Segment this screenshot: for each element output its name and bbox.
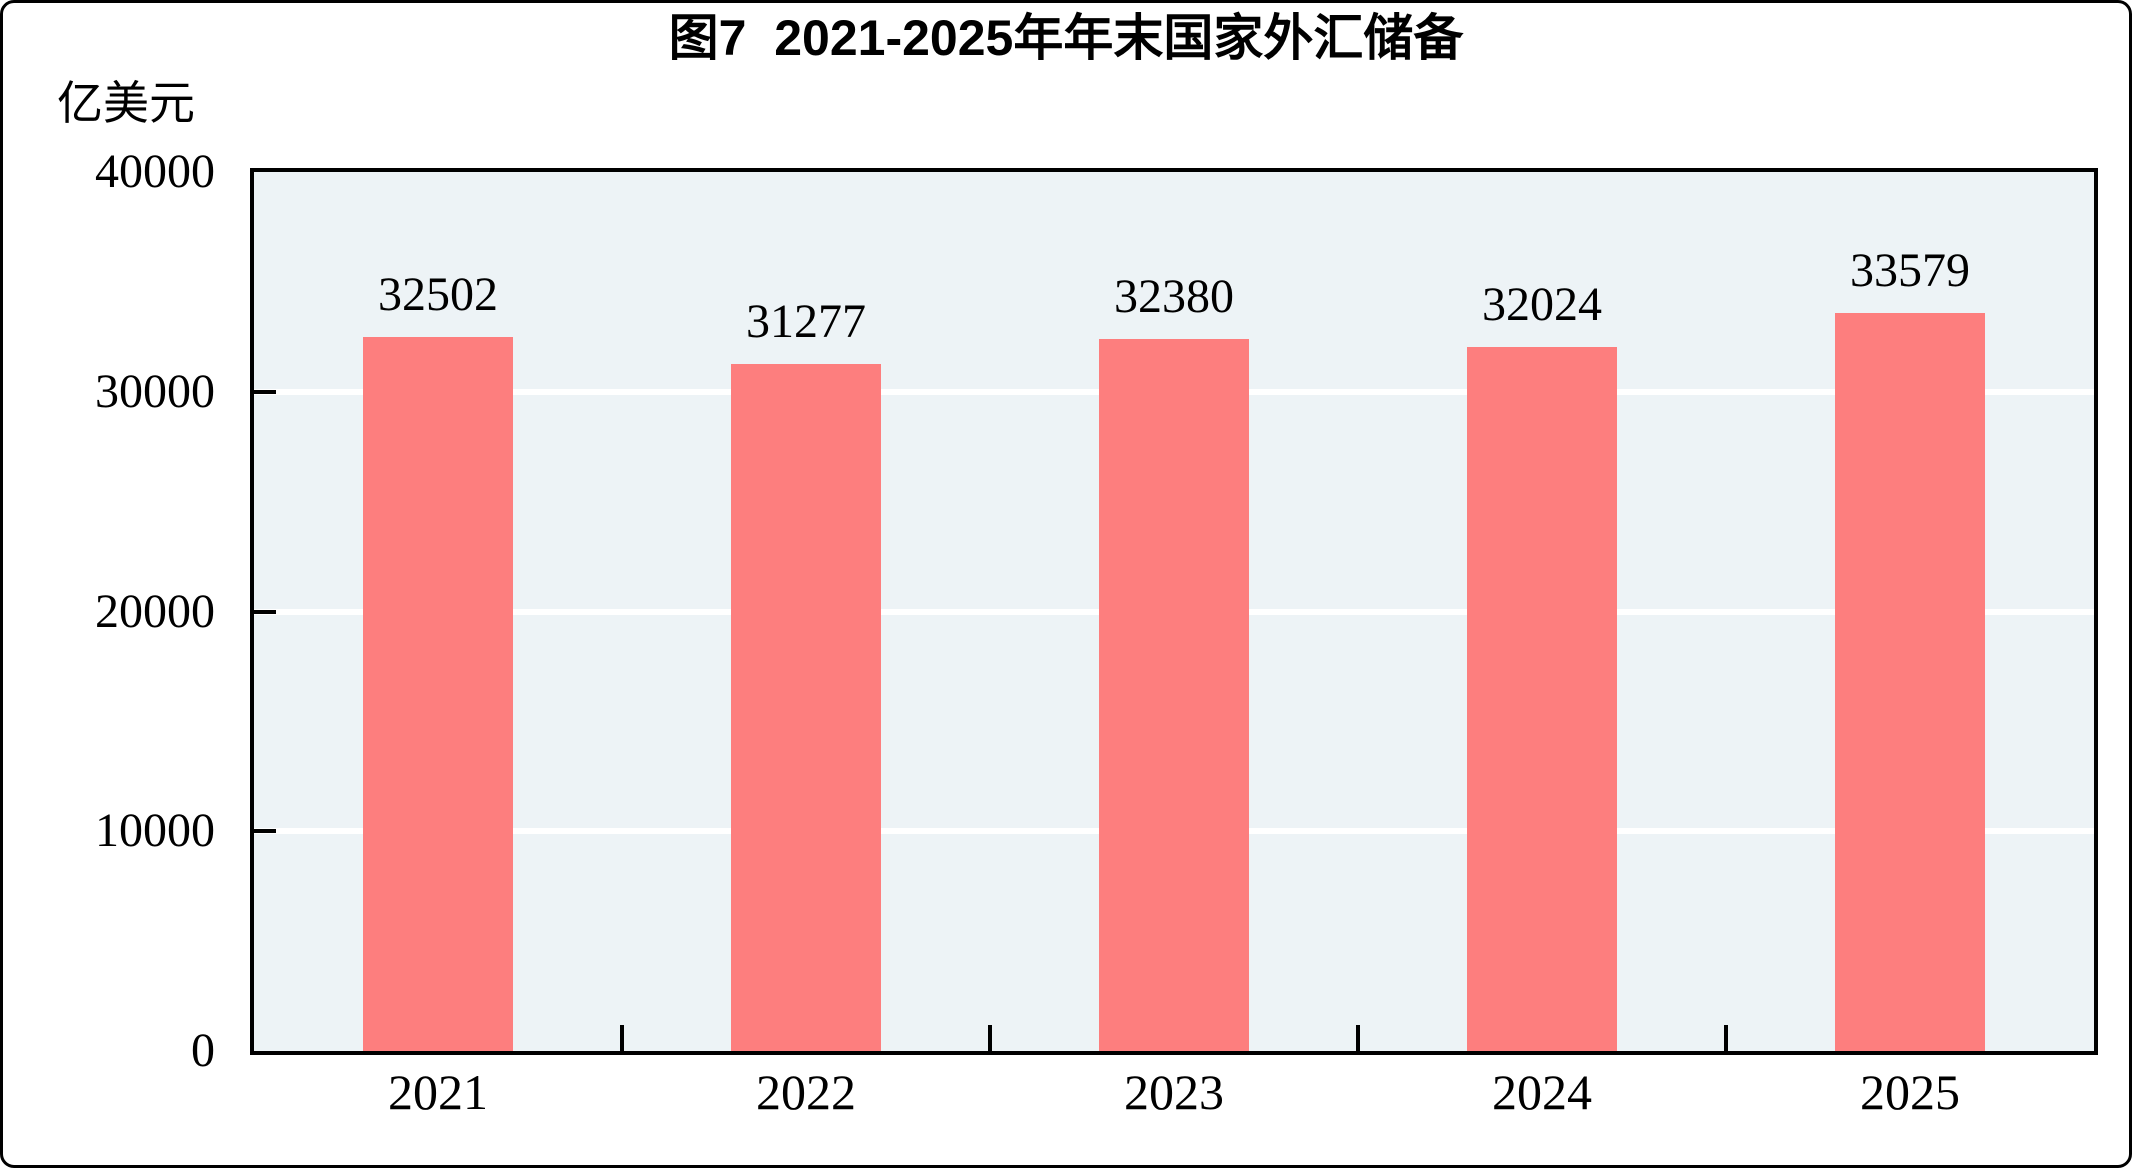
y-tick-label: 0 bbox=[191, 1024, 215, 1077]
y-axis-unit-label: 亿美元 bbox=[57, 78, 195, 129]
x-tick-label: 2024 bbox=[1492, 1064, 1592, 1120]
y-tick-mark bbox=[254, 609, 276, 614]
y-tick-mark bbox=[254, 389, 276, 394]
bar-value-label: 33579 bbox=[1850, 244, 1970, 298]
bar-2025 bbox=[1835, 313, 1985, 1051]
bar-2024 bbox=[1467, 347, 1617, 1051]
x-tick-mark bbox=[1724, 1025, 1728, 1051]
x-tick-label: 2023 bbox=[1124, 1064, 1224, 1120]
y-tick-label: 30000 bbox=[95, 364, 215, 418]
y-tick-label: 10000 bbox=[95, 804, 215, 858]
y-axis-tick-labels: 0 10000 20000 30000 40000 bbox=[3, 148, 229, 1075]
bar-2023 bbox=[1099, 339, 1249, 1051]
y-tick-label: 40000 bbox=[95, 145, 215, 198]
y-tick-mark bbox=[254, 829, 276, 834]
x-tick-label: 2025 bbox=[1860, 1064, 1960, 1120]
bar-value-label: 32380 bbox=[1114, 270, 1234, 324]
x-tick-mark bbox=[988, 1025, 992, 1051]
bar-2022 bbox=[731, 363, 881, 1051]
bar-value-label: 31277 bbox=[746, 294, 866, 348]
bar-value-label: 32502 bbox=[378, 267, 498, 321]
x-tick-mark bbox=[620, 1025, 624, 1051]
x-tick-label: 2021 bbox=[388, 1064, 488, 1120]
chart-title: 图7 2021-2025年年末国家外汇储备 bbox=[668, 10, 1464, 66]
x-axis-tick-labels: 2021 2022 2023 2024 2025 bbox=[254, 1067, 2094, 1137]
x-tick-mark bbox=[1356, 1025, 1360, 1051]
bar-2021 bbox=[363, 336, 513, 1051]
bar-value-label: 32024 bbox=[1482, 278, 1602, 332]
x-tick-label: 2022 bbox=[756, 1064, 856, 1120]
y-tick-label: 20000 bbox=[95, 584, 215, 638]
plot-area: 32502 31277 32380 32024 33579 bbox=[250, 168, 2098, 1055]
